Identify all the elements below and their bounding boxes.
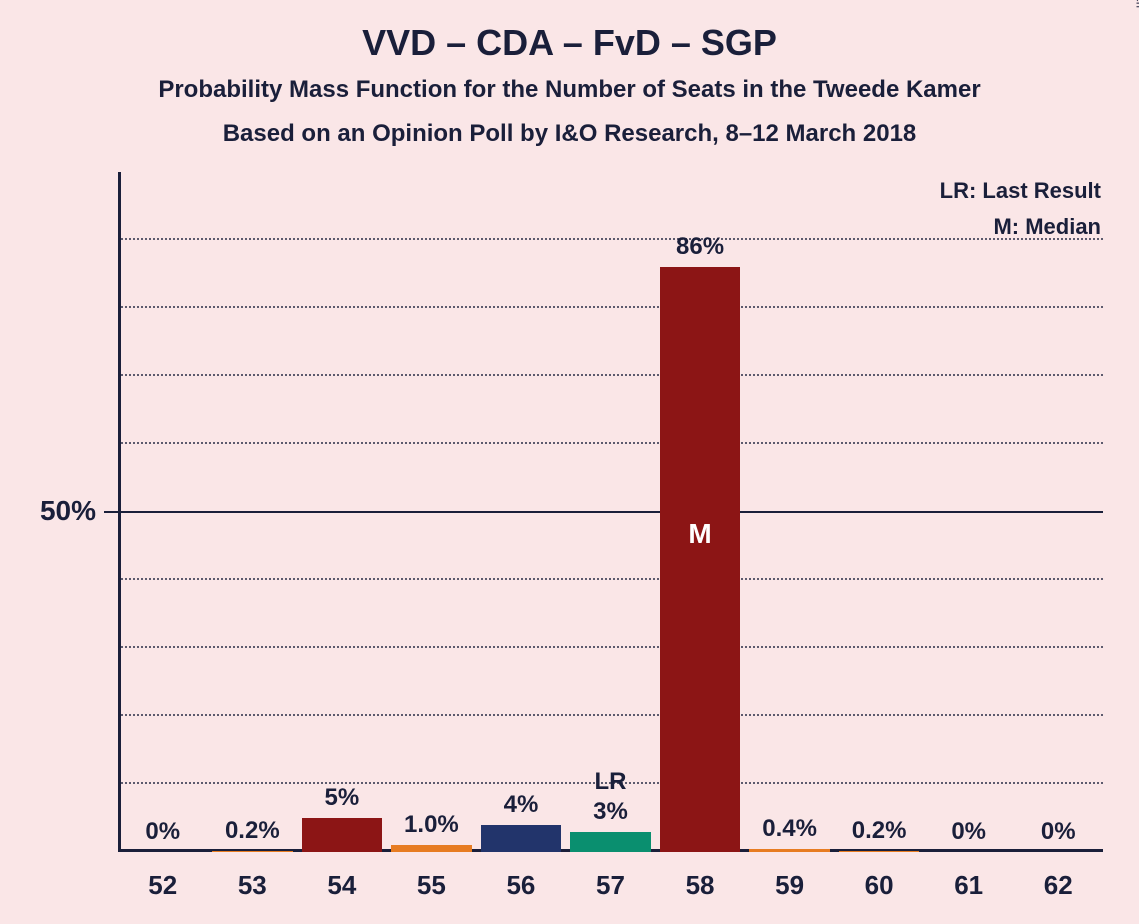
chart-canvas: VVD – CDA – FvD – SGP Probability Mass F… — [0, 0, 1139, 924]
x-axis-label: 59 — [745, 870, 835, 901]
gridline — [118, 238, 1103, 240]
gridline — [118, 374, 1103, 376]
bar-value-label: 3% — [570, 798, 651, 826]
x-axis-label: 60 — [834, 870, 924, 901]
x-axis-label: 55 — [387, 870, 477, 901]
copyright-text: © 2020 Filip van Laenen — [1133, 0, 1139, 8]
bar-value-label: 4% — [481, 791, 562, 819]
y-tick-50 — [104, 511, 1103, 513]
x-axis-label: 53 — [208, 870, 298, 901]
gridline — [118, 578, 1103, 580]
bar-annotation: LR — [570, 768, 651, 796]
x-axis-label: 56 — [476, 870, 566, 901]
gridline — [118, 646, 1103, 648]
x-axis-label: 62 — [1013, 870, 1103, 901]
bar — [839, 851, 920, 852]
bar — [570, 832, 651, 852]
bar-value-label: 0.4% — [749, 815, 830, 843]
gridline — [118, 714, 1103, 716]
bar-value-label: 0% — [1018, 818, 1099, 846]
bar-value-label: 86% — [660, 233, 741, 261]
bar-value-label: 1.0% — [391, 811, 472, 839]
chart-subtitle-1: Probability Mass Function for the Number… — [0, 76, 1139, 104]
gridline — [118, 442, 1103, 444]
median-marker: M — [660, 518, 741, 550]
bar-value-label: 0% — [122, 818, 203, 846]
bar — [391, 845, 472, 852]
bar — [212, 851, 293, 852]
bar-value-label: 0.2% — [839, 817, 920, 845]
bar-value-label: 5% — [302, 784, 383, 812]
bar — [749, 849, 830, 852]
bar — [481, 825, 562, 852]
chart-subtitle-2: Based on an Opinion Poll by I&O Research… — [0, 120, 1139, 148]
bar — [302, 818, 383, 852]
plot-area: 0% 0.2% 5% 1.0% 4% 3%LR 86% M 0.4% 0.2% 0% 0% — [118, 172, 1103, 852]
x-axis-label: 57 — [566, 870, 656, 901]
chart-title: VVD – CDA – FvD – SGP — [0, 22, 1139, 64]
x-axis-label: 58 — [655, 870, 745, 901]
gridline — [118, 306, 1103, 308]
x-axis-label: 52 — [118, 870, 208, 901]
y-axis — [118, 172, 121, 852]
x-axis-label: 54 — [297, 870, 387, 901]
bar-value-label: 0% — [928, 818, 1009, 846]
x-axis-label: 61 — [924, 870, 1014, 901]
bar — [660, 267, 741, 852]
y-axis-label-50: 50% — [0, 495, 96, 527]
bar-value-label: 0.2% — [212, 817, 293, 845]
